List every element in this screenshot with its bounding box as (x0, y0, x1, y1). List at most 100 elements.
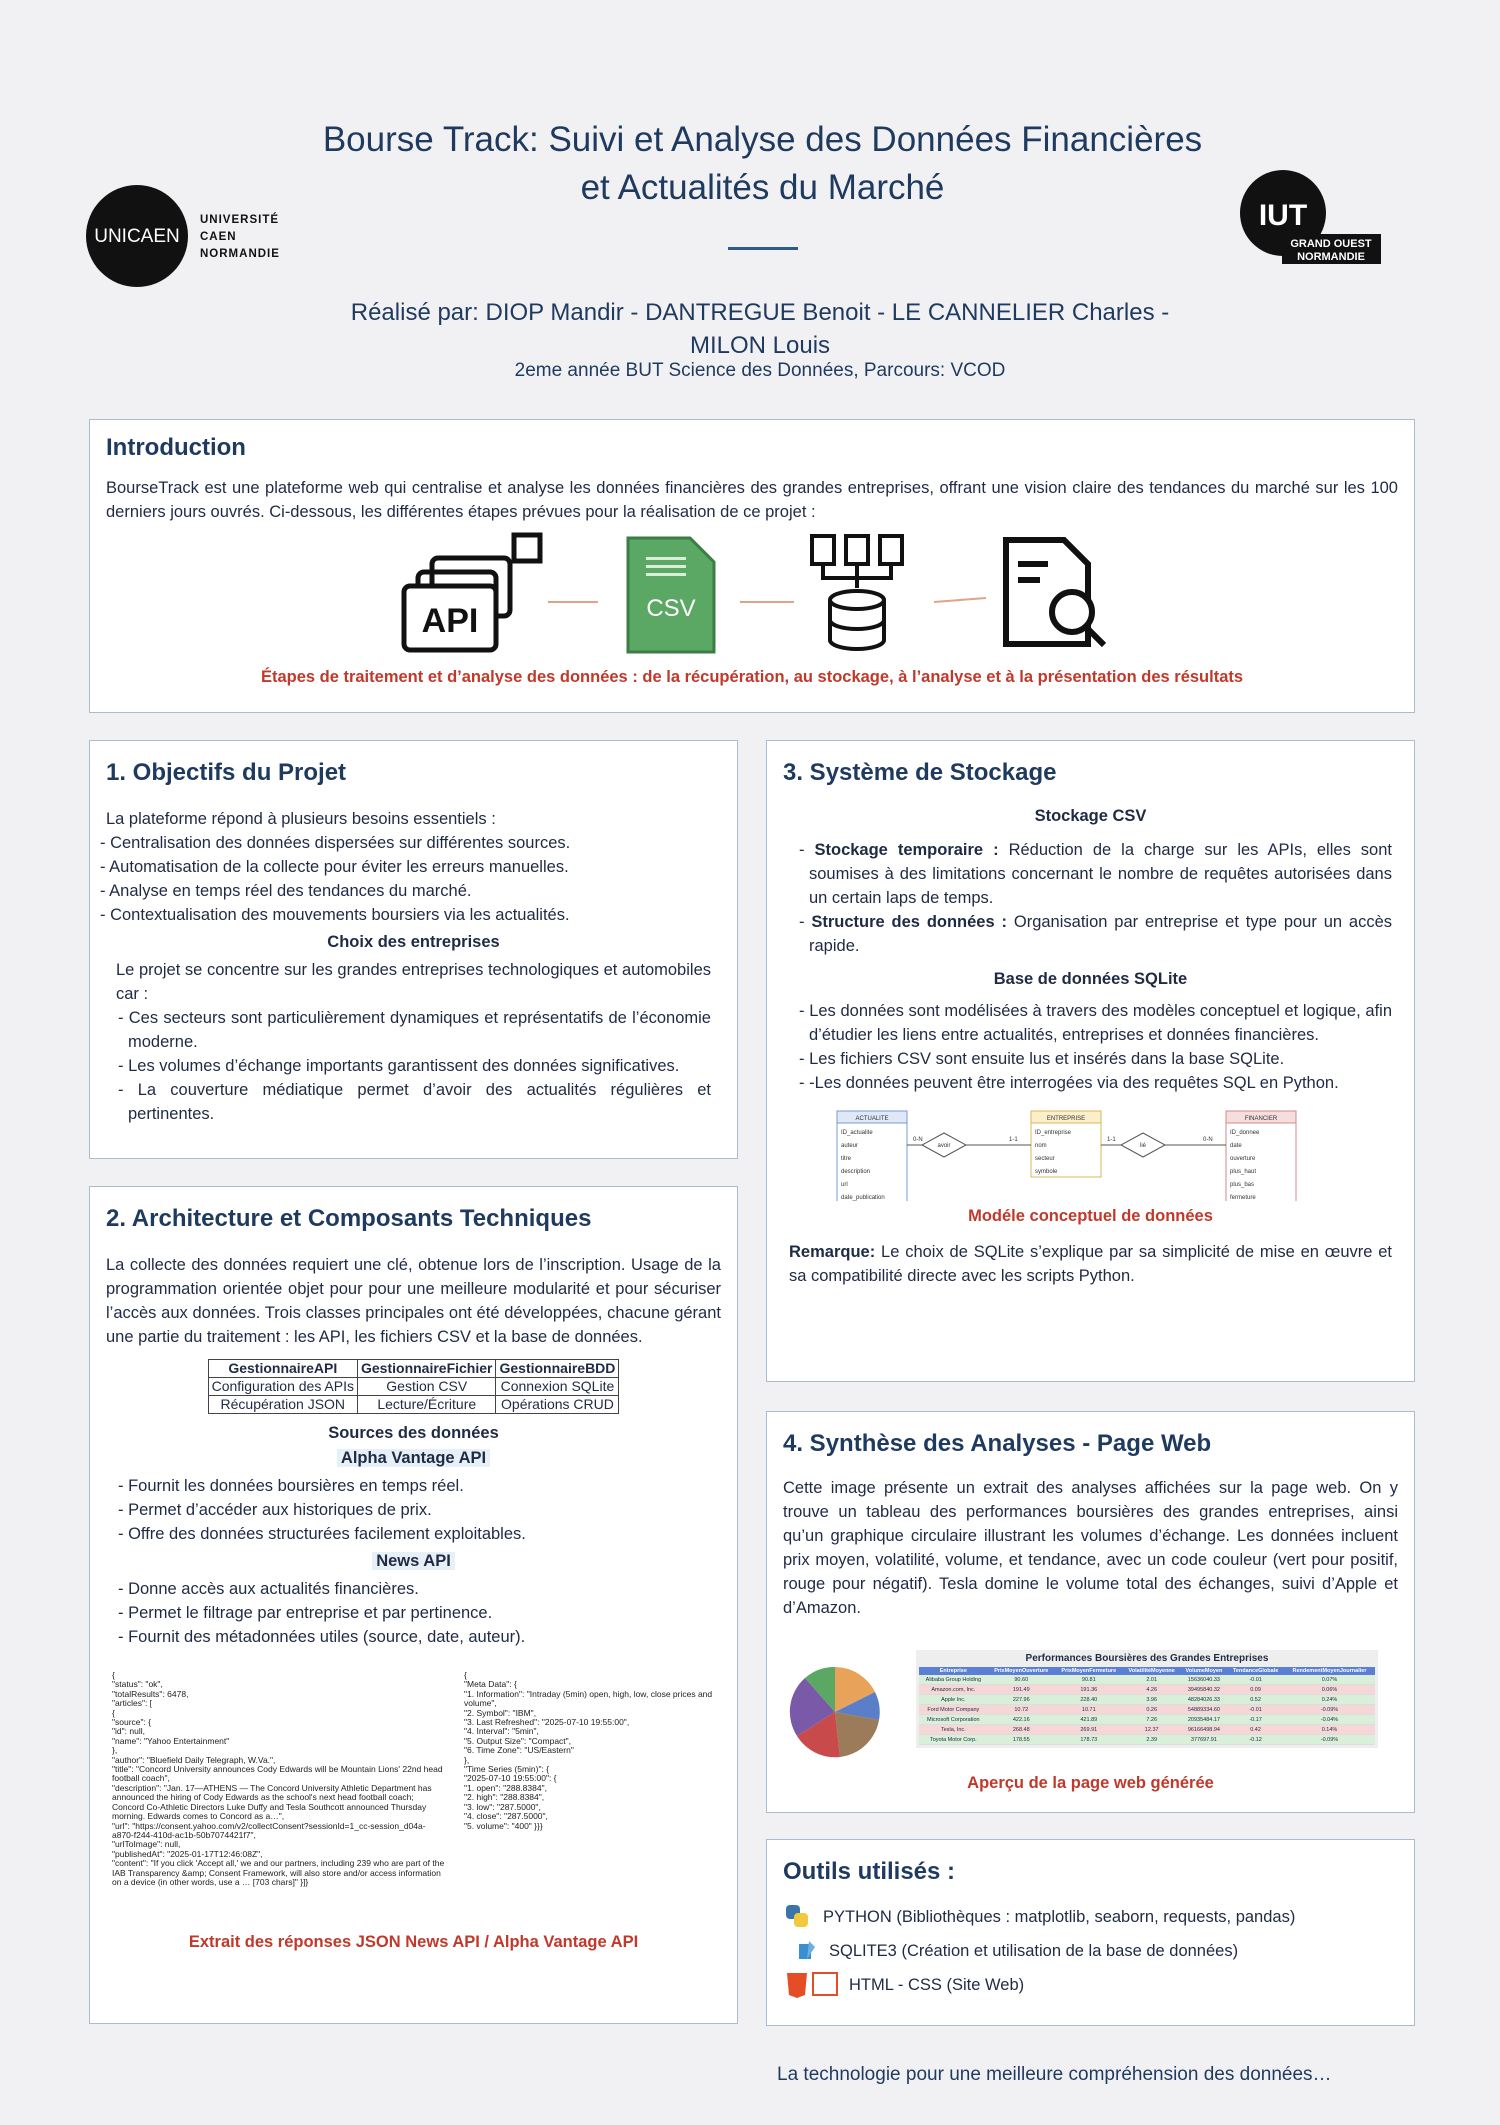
cell: 269.91 (1054, 1724, 1123, 1735)
json-alpha: {"Meta Data": {"1. Information": "Intrad… (458, 1671, 718, 1933)
cell: -0.12 (1227, 1734, 1284, 1745)
bullet-list: Donne accès aux actualités financières.P… (106, 1577, 721, 1649)
json-line: "3. low": "287.5000", (464, 1801, 541, 1812)
bullet: -Les données peuvent être interrogées vi… (797, 1071, 1392, 1095)
table-title: Performances Boursières des Grandes Entr… (1025, 1653, 1269, 1664)
stockage: 3. Système de Stockage Stockage CSV Stoc… (766, 740, 1415, 1382)
sqlite-icon (799, 1941, 815, 1959)
cell: -0.09% (1283, 1734, 1375, 1745)
tool-label: SQLITE3 (Création et utilisation de la b… (829, 1942, 1239, 1960)
divider (728, 247, 798, 250)
json-line: "2. Symbol": "IBM", (464, 1707, 537, 1718)
bullet: Les volumes d’échange importants garanti… (116, 1054, 711, 1078)
remark-text: Le choix de SQLite s’explique par sa sim… (789, 1243, 1392, 1285)
header-row: Entreprise PrixMoyenOuverture PrixMoyenFer… (919, 1667, 1375, 1675)
bullet: Stockage temporaire : Réduction de la ch… (797, 838, 1392, 910)
cell: -0.01 (1227, 1704, 1284, 1715)
cell: 10.71 (1054, 1704, 1123, 1715)
icon-label: API (422, 602, 479, 640)
arrow (933, 597, 987, 603)
cardinality: 0-N (913, 1137, 923, 1143)
bullet-list: Centralisation des données dispersées su… (98, 831, 721, 927)
objectifs-intro: La plateforme répond à plusieurs besoins… (106, 810, 496, 828)
row: Apple Inc. 227.96 228.40 3.96 48284026.33 0.5… (919, 1694, 1375, 1705)
subtitle: Choix des entreprises (327, 933, 500, 951)
classes-table: GestionnaireAPI GestionnaireFichier Gestio… (207, 1359, 620, 1414)
cell: 0.26 (1122, 1704, 1181, 1715)
bullet: Fournit les données boursières en temps … (116, 1474, 721, 1498)
json-line: "urlToImage": null, (112, 1839, 181, 1850)
cell: Connexion SQLite (495, 1377, 620, 1396)
bullet: La couverture médiatique permet d’avoir … (116, 1078, 711, 1126)
bullet: Permet le filtrage par entreprise et par… (116, 1601, 721, 1625)
cell: 12.37 (1122, 1724, 1181, 1735)
json-line: "content": "If you click 'Accept all,' w… (112, 1858, 445, 1887)
architecture: 2. Architecture et Composants Techniques… (89, 1186, 738, 2024)
caption: Étapes de traitement et d’analyse des do… (260, 668, 1244, 686)
cell: 191.49 (987, 1684, 1055, 1695)
tool: SQLITE3 (Création et utilisation de la b… (783, 1934, 1398, 1968)
title: et Actualités du Marché (580, 168, 945, 207)
cell: Opérations CRUD (495, 1395, 620, 1414)
cell: 2.01 (1122, 1675, 1181, 1685)
header-cell: Entreprise (919, 1667, 988, 1675)
entity-field: secteur (1035, 1156, 1055, 1162)
perf-table: Entreprise PrixMoyenOuverture PrixMoyenFer… (919, 1667, 1375, 1745)
bullet-list: Les données sont modélisées à travers de… (783, 999, 1398, 1095)
section-title: 1. Objectifs du Projet (106, 759, 347, 786)
cell: Gestion CSV (356, 1377, 497, 1396)
bullet: Les données sont modélisées à travers de… (797, 999, 1392, 1047)
logo-line: NORMANDIE (1297, 251, 1365, 263)
cell: 2.39 (1122, 1734, 1181, 1745)
footer: La technologie pour une meilleure compré… (777, 2064, 1332, 2085)
cell: 0.06% (1283, 1684, 1375, 1695)
api-title: News API (372, 1552, 455, 1570)
bullet: Les fichiers CSV sont ensuite lus et ins… (797, 1047, 1392, 1071)
caption: Aperçu de la page web générée (967, 1774, 1214, 1792)
program: 2eme année BUT Science des Données, Parc… (514, 360, 1006, 381)
section-title: 4. Synthèse des Analyses - Page Web (783, 1430, 1212, 1457)
api-icon: API (401, 532, 543, 653)
subtitle: Sources des données (328, 1424, 499, 1442)
relation-diamond (920, 1132, 967, 1158)
entity-name: ENTREPRISE (1046, 1116, 1084, 1122)
cell: Alibaba Group Holding (919, 1675, 988, 1685)
json-line: "publishedAt": "2025-01-17T12:46:08Z", (112, 1848, 263, 1859)
row: Amazon.com, Inc. 191.49 191.36 4.26 39495840… (919, 1684, 1375, 1695)
bullet: Ces secteurs sont particulièrement dynam… (116, 1006, 711, 1054)
cell: Récupération JSON (207, 1395, 359, 1414)
python-icon (786, 1905, 808, 1927)
objectifs-text: Le projet se concentre sur les grandes e… (116, 961, 711, 1003)
json-line: }, (112, 1745, 118, 1756)
section-title: Introduction (106, 434, 246, 461)
row: Récupération JSON Lecture/Écriture Opérati… (207, 1395, 620, 1414)
cell: 39495840.32 (1180, 1684, 1228, 1695)
entity-field: fermeture (1230, 1195, 1256, 1201)
header-cell: GestionnaireBDD (495, 1359, 620, 1378)
header-cell: GestionnaireFichier (356, 1359, 497, 1378)
row: Tesla, Inc. 268.48 269.91 12.37 96166498.94 0… (919, 1724, 1375, 1735)
json-line: "author": "Bluefield Daily Telegraph, W.… (112, 1754, 276, 1765)
json-line: "2025-07-10 19:55:00": { (464, 1773, 557, 1784)
cell: Lecture/Écriture (356, 1395, 497, 1414)
row: Ford Motor Company 10.72 10.71 0.26 54889334… (919, 1704, 1375, 1715)
architecture-text: La collecte des données requiert une clé… (106, 1256, 721, 1346)
json-line: "5. Output Size": "Compact", (464, 1735, 572, 1746)
json-line: }, (464, 1754, 470, 1765)
cell: 4.26 (1122, 1684, 1181, 1695)
bullet: Donne accès aux actualités financières. (116, 1577, 721, 1601)
cell: 48284026.33 (1180, 1694, 1228, 1705)
json-line: "source": { (112, 1717, 152, 1728)
json-line: "4. close": "287.5000", (464, 1811, 548, 1822)
cell: 90.60 (987, 1675, 1055, 1685)
bullet: Structure des données : Organisation par… (797, 910, 1392, 958)
cell: 178.73 (1054, 1734, 1123, 1745)
introduction: Introduction BourseTrack est une platefo… (89, 419, 1415, 713)
table-image: Performances Boursières des Grandes Entr… (916, 1650, 1378, 1748)
json-line: "2. high": "288.8384", (464, 1792, 545, 1803)
entity-field: date (1230, 1143, 1242, 1149)
bullet-list: Fournit les données boursières en temps … (106, 1474, 721, 1546)
cell: 0.52 (1227, 1694, 1284, 1705)
cell: Configuration des APIs (207, 1377, 359, 1396)
cell: 10.72 (987, 1704, 1055, 1715)
